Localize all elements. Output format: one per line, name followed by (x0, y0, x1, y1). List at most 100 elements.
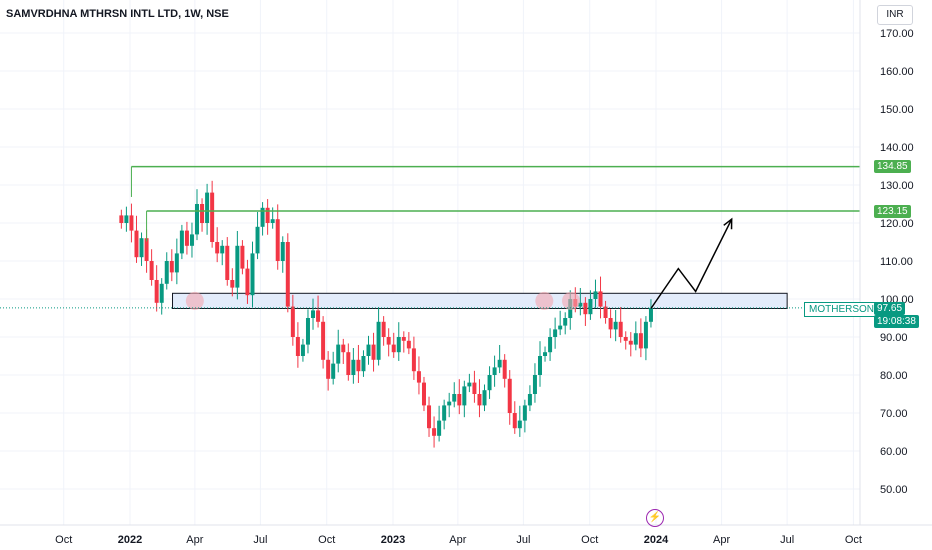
highlight-marker (185, 291, 204, 310)
candle-body (230, 280, 235, 288)
candle-body (472, 382, 477, 394)
candle-body (421, 382, 426, 406)
candle-body (492, 367, 497, 375)
drawings-layer (0, 165, 860, 310)
time-axis[interactable]: Oct 2022 Apr Jul Oct 2023 Apr Jul Oct 2024 Apr Jul O… (0, 524, 932, 546)
candle-body (507, 378, 512, 413)
candle-body (643, 321, 648, 349)
x-tick-label: 2024 (644, 534, 669, 546)
candle-body (255, 226, 260, 254)
candle-body (154, 280, 159, 303)
candle-body (139, 238, 144, 258)
projection-arrowhead (723, 217, 733, 230)
y-tick-label: 140.00 (880, 142, 914, 154)
y-tick-label: 120.00 (880, 218, 914, 230)
candle-body (321, 321, 326, 360)
candle-body (618, 321, 623, 337)
candle-body (174, 253, 179, 273)
candle-body (184, 230, 189, 246)
candle-body (164, 261, 169, 284)
candle-body (553, 329, 558, 337)
y-tick-label: 70.00 (880, 408, 908, 420)
last-price-tag: 97.65 (874, 302, 906, 315)
candle-body (240, 245, 245, 269)
candle-body (512, 413, 517, 429)
x-tick-label: Jul (253, 534, 267, 546)
x-tick-label: Oct (581, 534, 598, 546)
candle-body (548, 337, 553, 353)
y-tick-label: 170.00 (880, 28, 914, 40)
level-tag-123-15: 123.15 (874, 205, 911, 218)
candle-body (537, 356, 542, 375)
symbol-tag: MOTHERSON (804, 302, 879, 317)
candle-body (502, 359, 507, 379)
candle-body (427, 405, 432, 429)
candle-body (316, 310, 321, 322)
currency-button[interactable]: INR (877, 5, 913, 25)
x-tick-label: Jul (780, 534, 794, 546)
projection-path (650, 218, 733, 309)
candle-body (285, 242, 290, 307)
candle-body (250, 253, 255, 296)
candle-body (371, 344, 376, 360)
candle-body (391, 344, 396, 353)
lightning-icon[interactable]: ⚡ (646, 509, 664, 527)
x-tick-label: Jul (516, 534, 530, 546)
candle-body (124, 215, 129, 223)
candle-body (336, 344, 341, 364)
candle-body (235, 245, 240, 288)
candle-body (195, 204, 200, 235)
candle-body (532, 375, 537, 394)
candle-body (527, 394, 532, 406)
candle-body (295, 337, 300, 356)
level-tag-134-85: 134.85 (874, 160, 911, 173)
candle-body (462, 386, 467, 406)
candle-body (613, 321, 618, 330)
candle-body (376, 321, 381, 360)
candle-body (149, 261, 154, 280)
candle-body (245, 268, 250, 296)
candle-body (638, 333, 643, 349)
candle-body (467, 382, 472, 387)
candle-body (129, 215, 134, 231)
y-tick-label: 130.00 (880, 180, 914, 192)
candle-body (260, 207, 265, 227)
candle-body (401, 337, 406, 341)
x-tick-label: Oct (318, 534, 335, 546)
grid-lines (0, 0, 860, 525)
candle-body (189, 234, 194, 246)
candle-body (593, 291, 598, 299)
y-tick-label: 160.00 (880, 66, 914, 78)
candle-body (411, 348, 416, 372)
candle-body (300, 344, 305, 356)
candle-body (179, 230, 184, 254)
price-axis[interactable]: 50.0060.0070.0080.0090.00100.00110.00120… (859, 0, 914, 525)
y-tick-label: 50.00 (880, 484, 908, 496)
candles-layer (119, 180, 653, 448)
highlight-marker (561, 291, 580, 310)
resistance-zone (172, 292, 788, 309)
candle-body (366, 344, 371, 356)
candle-body (623, 337, 628, 341)
candle-body (633, 333, 638, 345)
candle-body (134, 230, 139, 258)
candle-body (437, 420, 442, 436)
resistance-zone-layer (172, 292, 788, 309)
candle-body (381, 321, 386, 337)
candle-body (396, 337, 401, 353)
candle-body (144, 238, 149, 261)
candle-body (280, 242, 285, 261)
candle-body (159, 283, 164, 303)
candle-body (482, 390, 487, 406)
candle-body (220, 245, 225, 254)
x-tick-label: Apr (713, 534, 730, 546)
candle-body (290, 306, 295, 337)
candle-body (447, 401, 452, 406)
candle-body (497, 359, 502, 368)
x-tick-label: Apr (449, 534, 466, 546)
candle-body (225, 245, 230, 280)
x-tick-label: 2023 (381, 534, 405, 546)
candle-body (356, 359, 361, 372)
y-tick-label: 60.00 (880, 446, 908, 458)
